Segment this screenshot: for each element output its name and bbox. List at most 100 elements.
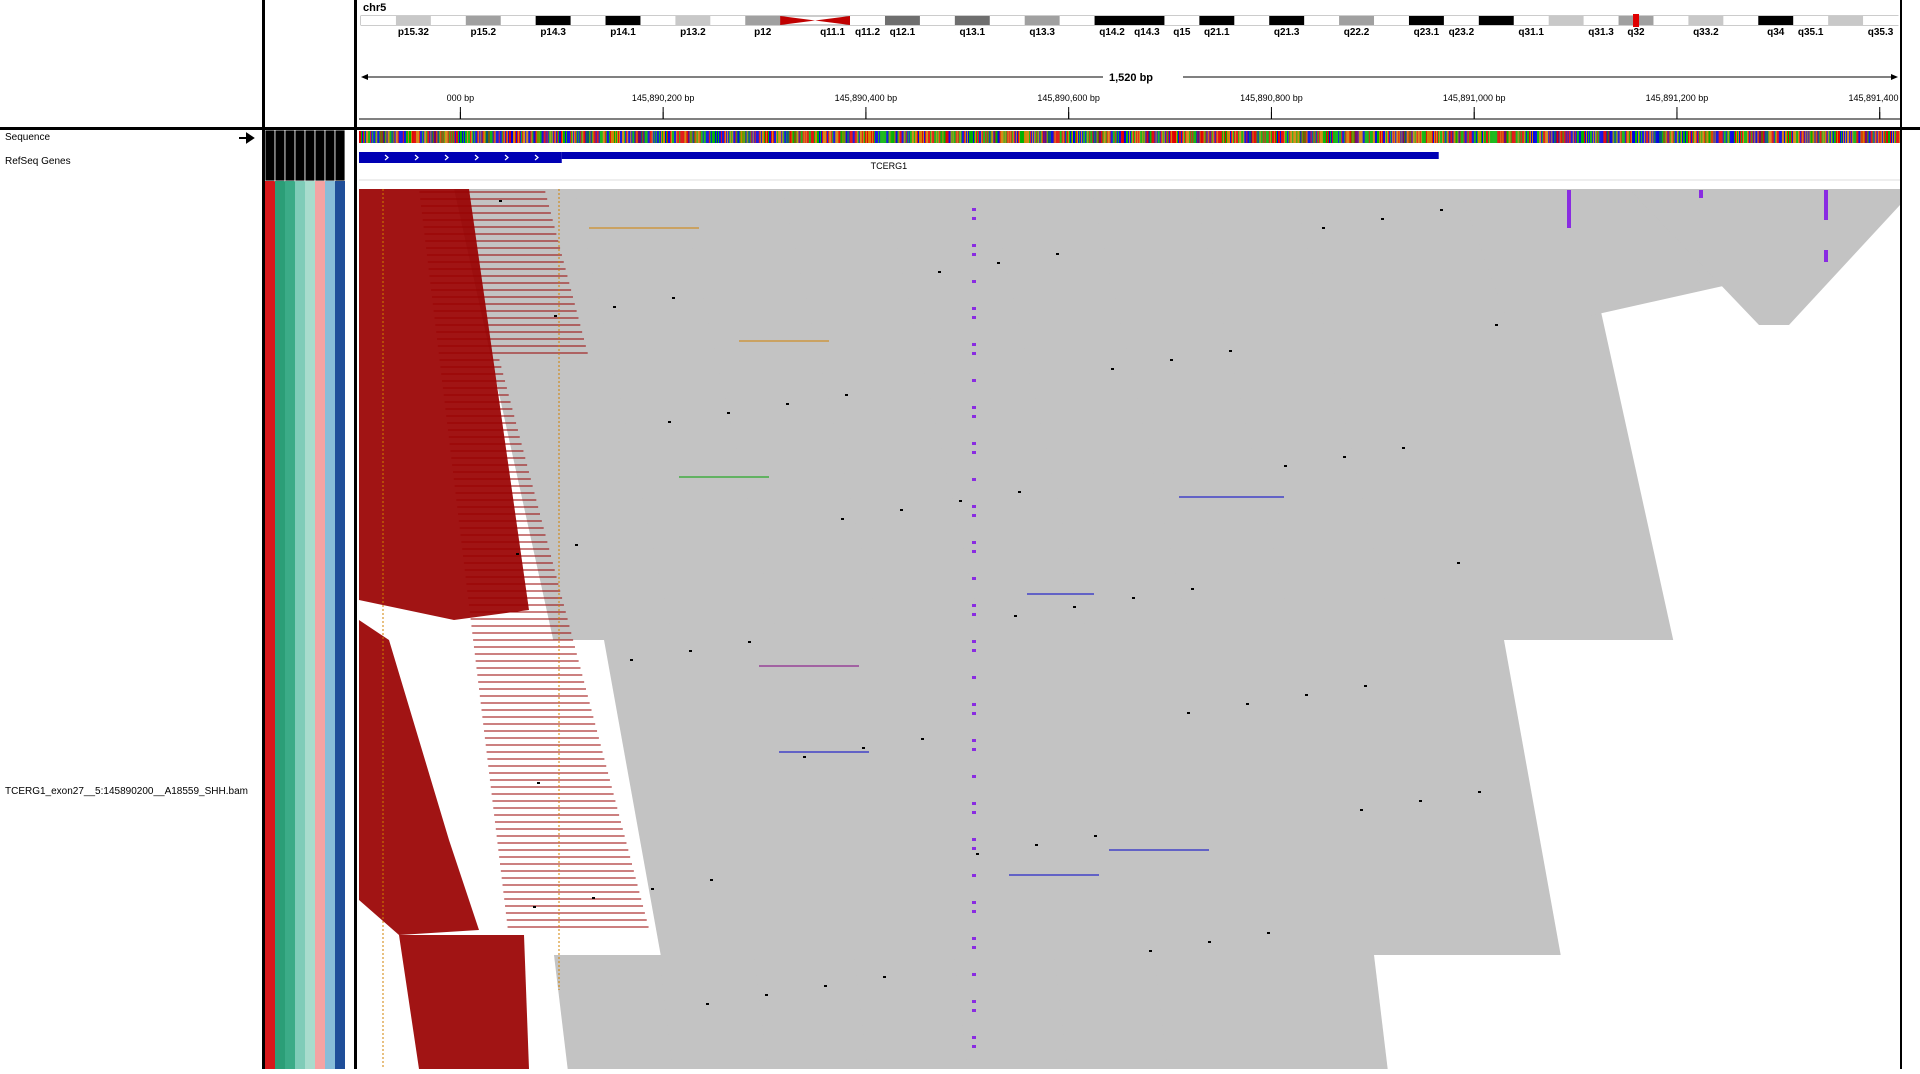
band-p15.32[interactable] [395, 16, 432, 25]
band-label: q35.3 [1868, 27, 1894, 38]
band-q15[interactable] [1164, 16, 1200, 25]
genome-view[interactable]: chr5 p15.32 p15.2 p14.3 p14.1 p13.2 p12 q11.1 q… [359, 0, 1900, 1069]
ruler-tick-label: 145,891,200 bp [1646, 93, 1709, 103]
band-p14.3[interactable] [535, 16, 572, 25]
band-q23.2[interactable] [1443, 16, 1480, 25]
band-label: q11.1 [820, 27, 845, 38]
soft-clip-region[interactable] [359, 620, 479, 935]
band-label: p14.3 [540, 27, 566, 38]
current-region-marker[interactable] [1633, 14, 1640, 27]
band-p13.3[interactable] [640, 16, 676, 25]
gene-name[interactable]: TCERG1 [871, 161, 908, 171]
band-q23.3[interactable] [1478, 16, 1515, 25]
band-p13.1[interactable] [710, 16, 746, 25]
soft-clip-region[interactable] [399, 935, 529, 1069]
band-q23.1[interactable] [1408, 16, 1445, 25]
read-stack[interactable] [1629, 189, 1900, 325]
band-q21.2[interactable] [1234, 16, 1270, 25]
band-label: q21.1 [1204, 27, 1230, 38]
band-q35.1[interactable] [1793, 16, 1829, 25]
sample-attribute-cell[interactable] [295, 181, 305, 1069]
attribute-columns[interactable] [262, 0, 354, 1069]
read-stack[interactable] [1154, 955, 1388, 1069]
sample-attribute-cell[interactable] [285, 181, 295, 1069]
band-p14.2[interactable] [570, 16, 607, 25]
chromosome-ideogram[interactable]: p15.32 p15.2 p14.3 p14.1 p13.2 p12 q11.1 q11.2 q… [360, 14, 1899, 38]
centromere-q11.1[interactable] [815, 16, 851, 25]
sample-attribute-cell[interactable] [265, 181, 275, 1069]
sample-attribute-cell[interactable] [315, 181, 325, 1069]
band-q33.1[interactable] [1653, 16, 1689, 25]
refseq-track-label[interactable]: RefSeq Genes [5, 156, 71, 167]
panel-divider [262, 0, 265, 1069]
data-panel[interactable]: chr5 p15.32 p15.2 p14.3 p14.1 p13.2 p12 q11.1 q… [359, 0, 1900, 1069]
band-q12.2[interactable] [919, 16, 956, 25]
soft-clip-region[interactable] [359, 189, 529, 620]
band-q13.3[interactable] [1024, 16, 1061, 25]
band-q22.2[interactable] [1339, 16, 1375, 25]
alignment-track[interactable] [359, 189, 1900, 1069]
band-label: q12.1 [890, 27, 916, 38]
band-q35.2[interactable] [1828, 16, 1864, 25]
band-p15.2[interactable] [465, 16, 502, 25]
band-label: q34 [1767, 27, 1785, 38]
sample-attribute-cell[interactable] [335, 181, 345, 1069]
band-label: q13.3 [1029, 27, 1055, 38]
band-q33.3[interactable] [1723, 16, 1759, 25]
band-q31.1[interactable] [1513, 16, 1550, 25]
band-q33.2[interactable] [1688, 16, 1724, 25]
sequence-track-label[interactable]: Sequence [5, 132, 51, 143]
band-q13.1[interactable] [954, 16, 991, 25]
band-q34[interactable] [1758, 16, 1794, 25]
sample-attribute-cell[interactable] [275, 181, 285, 1069]
sequence-track[interactable] [359, 131, 1900, 143]
band-label: p13.2 [680, 27, 706, 38]
band-label: p12 [754, 27, 772, 38]
band-q21.1[interactable] [1199, 16, 1235, 25]
ruler[interactable]: 1,520 bp 000 bp 145,890,200 bp 145,890,400… [359, 70, 1900, 120]
band-p12[interactable] [745, 16, 781, 25]
bam-track-label[interactable]: TCERG1_exon27__5:145890200__A18559_SHH.b… [5, 786, 248, 797]
read-stack[interactable] [1214, 640, 1561, 955]
ruler-tick-label: 145,890,600 bp [1037, 93, 1100, 103]
centromere-p11[interactable] [780, 16, 816, 25]
band-label: q23.1 [1414, 27, 1440, 38]
sample-attribute-cell[interactable] [305, 181, 315, 1069]
band-p15.31[interactable] [430, 16, 467, 25]
sample-attribute-cell[interactable] [325, 181, 335, 1069]
strand-arrow-icon[interactable] [238, 132, 256, 144]
attribute-panel [262, 0, 354, 1069]
band-p15.33[interactable] [361, 16, 397, 25]
band-q21.3[interactable] [1269, 16, 1305, 25]
ruler-tick-label: 145,890,800 bp [1240, 93, 1303, 103]
band-label: q13.1 [960, 27, 986, 38]
band-label: q31.1 [1518, 27, 1544, 38]
band-q14.1[interactable] [1059, 16, 1096, 25]
band-p15.1[interactable] [500, 16, 537, 25]
band-q12.1[interactable] [884, 16, 921, 25]
band-label: q23.2 [1449, 27, 1475, 38]
band-q13.2[interactable] [989, 16, 1026, 25]
band-label: p15.32 [398, 27, 430, 38]
refseq-gene-track[interactable]: TCERG1 [359, 152, 1439, 171]
band-q35.3[interactable] [1863, 16, 1899, 25]
band-q14.3[interactable] [1129, 16, 1165, 25]
band-q31.3[interactable] [1583, 16, 1620, 25]
band-p14.1[interactable] [605, 16, 641, 25]
band-p13.2[interactable] [675, 16, 711, 25]
span-label: 1,520 bp [1109, 72, 1153, 84]
chromosome-name[interactable]: chr5 [363, 2, 386, 14]
panel-divider [354, 0, 357, 1069]
band-label: q33.2 [1693, 27, 1719, 38]
band-q11.2[interactable] [850, 16, 886, 25]
band-q14.2[interactable] [1094, 16, 1130, 25]
band-q22.3[interactable] [1374, 16, 1410, 25]
band-label: q15 [1173, 27, 1191, 38]
ruler-tick-label: 145,890,400 bp [835, 93, 898, 103]
band-label: q14.2 [1099, 27, 1125, 38]
band-q31.2[interactable] [1548, 16, 1585, 25]
band-q22.1[interactable] [1304, 16, 1340, 25]
track-names-panel: Sequence RefSeq Genes TCERG1_exon27__5:1… [0, 0, 262, 1069]
band-label: q32 [1627, 27, 1645, 38]
